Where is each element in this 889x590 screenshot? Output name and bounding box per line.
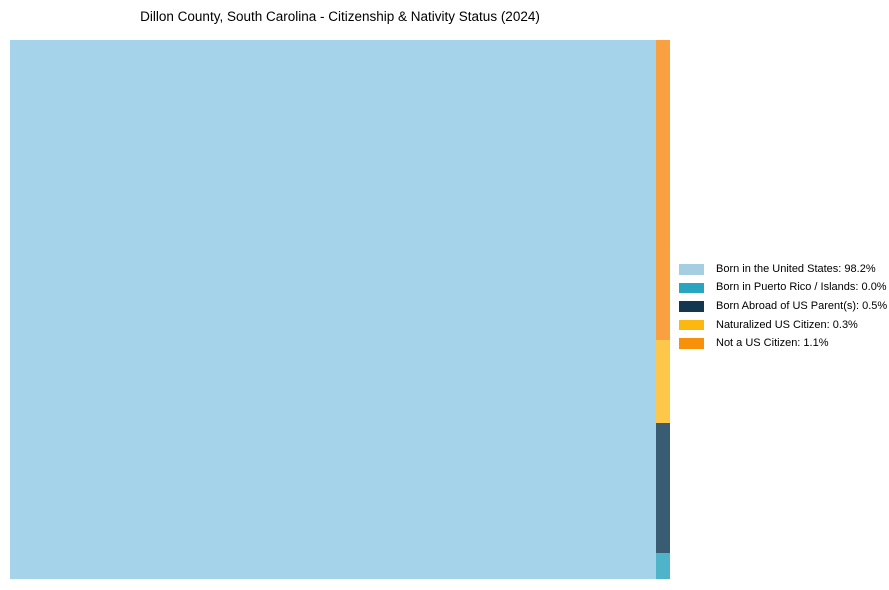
legend-row: Born in Puerto Rico / Islands: 0.0% xyxy=(679,281,887,294)
treemap-tile-not-a-us-citizen xyxy=(656,40,670,340)
legend-row: Not a US Citizen: 1.1% xyxy=(679,338,887,349)
plot-area xyxy=(10,40,670,579)
legend-swatch xyxy=(679,264,704,275)
legend-label: Not a US Citizen: 1.1% xyxy=(716,337,829,350)
treemap-tile-naturalized-us-citizen xyxy=(656,340,670,423)
treemap-tile-born-in-puerto-rico-islands xyxy=(656,553,670,579)
legend-swatch xyxy=(679,301,704,312)
treemap-tile-born-abroad-of-us-parents xyxy=(656,423,670,553)
treemap-tile-born-in-the-united-states xyxy=(10,40,656,579)
chart-title: Dillon County, South Carolina - Citizens… xyxy=(140,9,540,24)
legend-label: Born in the United States: 98.2% xyxy=(716,262,876,275)
legend: Born in the United States: 98.2% Born in… xyxy=(679,262,888,349)
legend-label: Naturalized US Citizen: 0.3% xyxy=(716,318,858,331)
legend-swatch xyxy=(679,319,704,331)
legend-row: Born in the United States: 98.2% xyxy=(679,262,887,275)
legend-label: Born in Puerto Rico / Islands: 0.0% xyxy=(716,281,887,294)
legend-row: Born Abroad of US Parent(s): 0.5% xyxy=(679,299,888,312)
legend-row: Naturalized US Citizen: 0.3% xyxy=(679,318,887,331)
legend-label: Born Abroad of US Parent(s): 0.5% xyxy=(716,299,888,312)
legend-swatch xyxy=(679,282,704,294)
legend-swatch xyxy=(679,338,704,349)
